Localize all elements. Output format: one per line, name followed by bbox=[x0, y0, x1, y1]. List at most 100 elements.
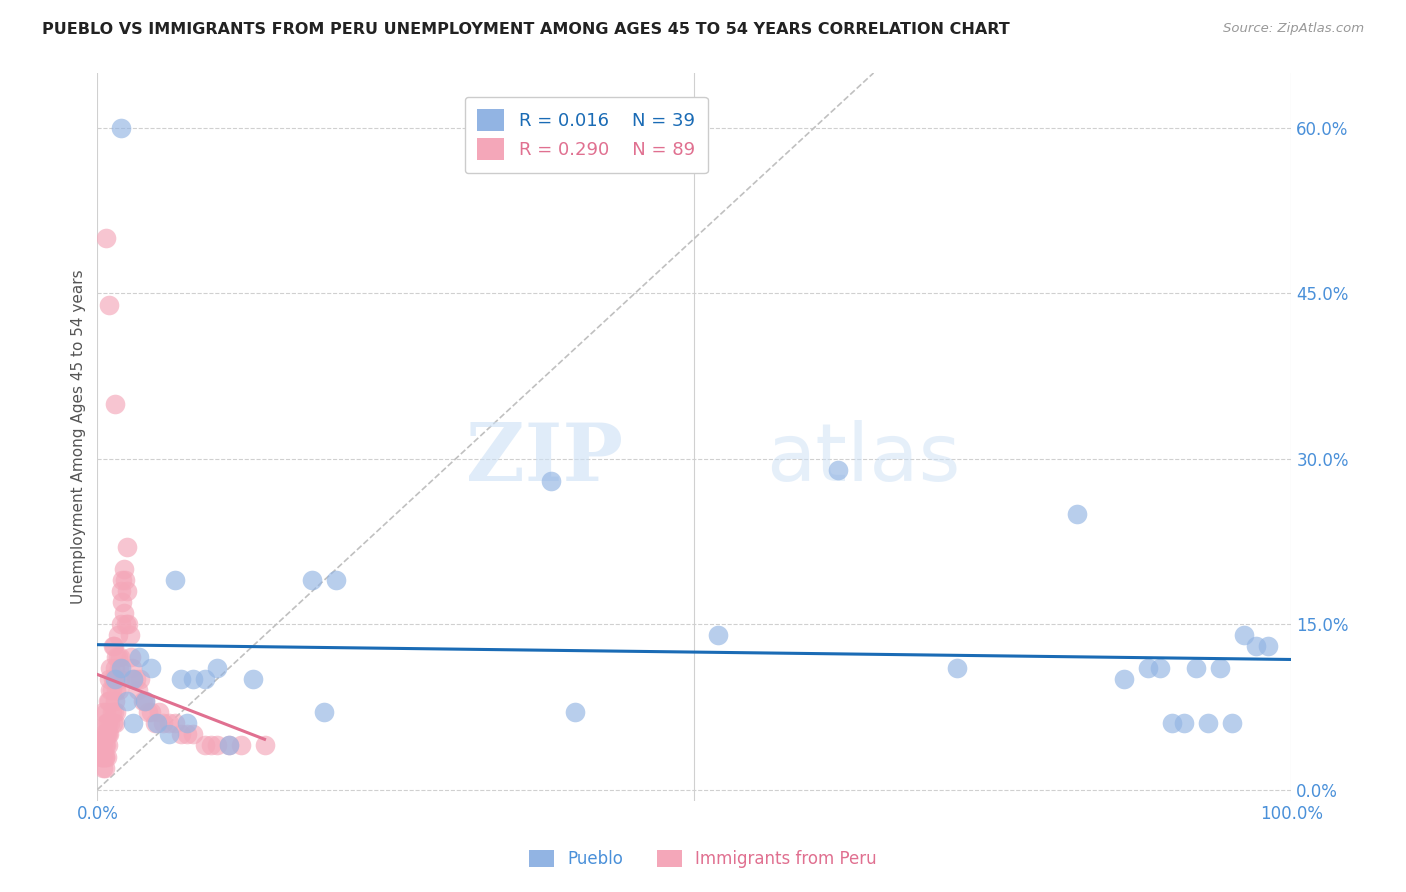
Point bbox=[91, 706, 114, 720]
Point bbox=[115, 540, 138, 554]
Point bbox=[134, 694, 156, 708]
Point bbox=[181, 727, 204, 741]
Point bbox=[103, 706, 125, 720]
Point bbox=[540, 474, 562, 488]
Point bbox=[98, 727, 121, 741]
Point bbox=[1066, 507, 1088, 521]
Point bbox=[148, 706, 170, 720]
Point bbox=[93, 749, 115, 764]
Point bbox=[111, 573, 134, 587]
Point bbox=[108, 673, 131, 687]
Point bbox=[108, 661, 131, 675]
Point bbox=[128, 650, 150, 665]
Point bbox=[89, 739, 111, 753]
Point bbox=[91, 760, 114, 774]
Point bbox=[1114, 673, 1136, 687]
Text: atlas: atlas bbox=[766, 419, 960, 498]
Point bbox=[194, 673, 217, 687]
Point bbox=[97, 716, 120, 731]
Legend: R = 0.016    N = 39, R = 0.290    N = 89: R = 0.016 N = 39, R = 0.290 N = 89 bbox=[464, 96, 707, 173]
Point bbox=[100, 683, 122, 698]
Point bbox=[205, 661, 228, 675]
Point bbox=[118, 628, 141, 642]
Point bbox=[181, 673, 204, 687]
Point bbox=[1149, 661, 1171, 675]
Point bbox=[170, 727, 193, 741]
Point bbox=[104, 661, 127, 675]
Point bbox=[94, 727, 117, 741]
Point bbox=[132, 694, 155, 708]
Point bbox=[229, 739, 252, 753]
Point bbox=[115, 584, 138, 599]
Point bbox=[105, 683, 128, 698]
Y-axis label: Unemployment Among Ages 45 to 54 years: Unemployment Among Ages 45 to 54 years bbox=[72, 269, 86, 604]
Point bbox=[707, 628, 730, 642]
Text: ZIP: ZIP bbox=[465, 419, 623, 498]
Point bbox=[205, 739, 228, 753]
Point bbox=[127, 683, 149, 698]
Point bbox=[98, 297, 121, 311]
Point bbox=[105, 706, 128, 720]
Point bbox=[96, 727, 118, 741]
Point bbox=[157, 727, 180, 741]
Point bbox=[110, 661, 132, 675]
Point bbox=[194, 739, 217, 753]
Point bbox=[112, 562, 135, 576]
Point bbox=[1209, 661, 1232, 675]
Point bbox=[122, 673, 145, 687]
Point bbox=[325, 573, 347, 587]
Point bbox=[110, 584, 132, 599]
Point bbox=[242, 673, 264, 687]
Point bbox=[90, 739, 112, 753]
Point bbox=[91, 727, 114, 741]
Point bbox=[129, 673, 152, 687]
Point bbox=[146, 716, 169, 731]
Point bbox=[1137, 661, 1160, 675]
Point bbox=[124, 673, 146, 687]
Point bbox=[114, 573, 136, 587]
Point bbox=[946, 661, 969, 675]
Point bbox=[1173, 716, 1195, 731]
Point bbox=[91, 749, 114, 764]
Point bbox=[1233, 628, 1256, 642]
Point bbox=[107, 650, 129, 665]
Point bbox=[1197, 716, 1219, 731]
Point bbox=[218, 739, 240, 753]
Point bbox=[104, 716, 127, 731]
Point bbox=[101, 640, 124, 654]
Point bbox=[91, 739, 114, 753]
Point bbox=[111, 595, 134, 609]
Point bbox=[115, 694, 138, 708]
Point bbox=[103, 640, 125, 654]
Point bbox=[108, 683, 131, 698]
Point bbox=[108, 650, 131, 665]
Point bbox=[1220, 716, 1243, 731]
Point bbox=[94, 231, 117, 245]
Point bbox=[115, 617, 138, 632]
Point bbox=[110, 121, 132, 136]
Point bbox=[100, 683, 122, 698]
Point bbox=[96, 749, 118, 764]
Point bbox=[1244, 640, 1267, 654]
Point bbox=[94, 739, 117, 753]
Text: PUEBLO VS IMMIGRANTS FROM PERU UNEMPLOYMENT AMONG AGES 45 TO 54 YEARS CORRELATIO: PUEBLO VS IMMIGRANTS FROM PERU UNEMPLOYM… bbox=[42, 22, 1010, 37]
Point bbox=[134, 694, 156, 708]
Point bbox=[139, 706, 162, 720]
Point bbox=[93, 727, 115, 741]
Point bbox=[97, 727, 120, 741]
Point bbox=[107, 628, 129, 642]
Point bbox=[218, 739, 240, 753]
Point bbox=[1257, 640, 1279, 654]
Point bbox=[152, 716, 174, 731]
Point bbox=[827, 463, 849, 477]
Point bbox=[176, 716, 198, 731]
Point bbox=[564, 706, 586, 720]
Point bbox=[200, 739, 222, 753]
Point bbox=[91, 739, 114, 753]
Point bbox=[112, 606, 135, 620]
Point bbox=[94, 716, 117, 731]
Point bbox=[176, 727, 198, 741]
Point bbox=[96, 716, 118, 731]
Point bbox=[104, 694, 127, 708]
Point bbox=[163, 716, 186, 731]
